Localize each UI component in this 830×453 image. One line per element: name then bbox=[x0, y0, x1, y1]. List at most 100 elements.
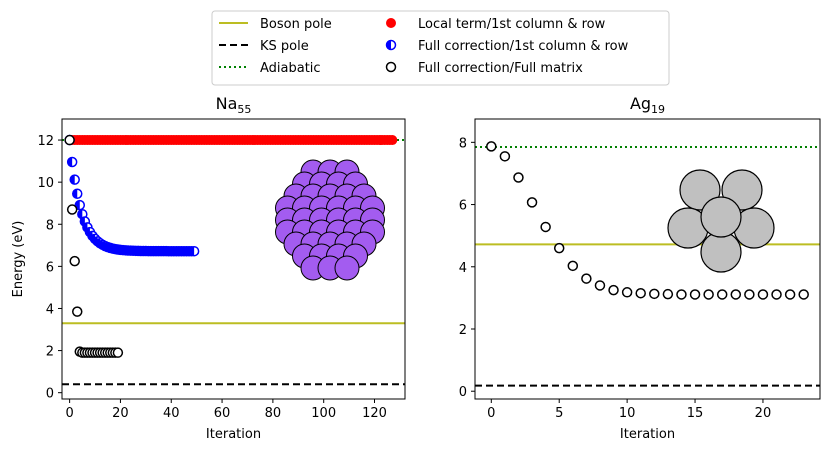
na55-point bbox=[69, 174, 80, 185]
ag19-point bbox=[798, 289, 809, 300]
na55-xtick-label: 120 bbox=[362, 406, 387, 421]
legend-marker-4 bbox=[385, 39, 397, 51]
ag19-point bbox=[757, 289, 769, 300]
na55-point bbox=[74, 199, 86, 211]
ag19-xtick-label: 20 bbox=[755, 406, 772, 421]
na55-xtick-label: 80 bbox=[265, 406, 282, 421]
na55-point-half bbox=[189, 246, 195, 256]
na55-axes-frame bbox=[61, 118, 406, 400]
ag19-point bbox=[771, 289, 782, 300]
ag19-ytick-label: 8 bbox=[459, 136, 467, 151]
ag19-series-0 bbox=[486, 141, 809, 300]
ag19-point bbox=[526, 197, 538, 208]
na55-ytick-label: 8 bbox=[46, 218, 54, 233]
ag19-point bbox=[662, 288, 674, 300]
na55-title: Na55 bbox=[216, 94, 252, 116]
na55-point bbox=[71, 306, 83, 317]
ag19-ytick-label: 4 bbox=[459, 261, 467, 276]
na55-xtick-label: 0 bbox=[65, 406, 73, 421]
ag19-point bbox=[621, 287, 633, 298]
na55-point-half bbox=[67, 157, 73, 167]
na55-point-half bbox=[70, 175, 75, 185]
ag19-point bbox=[784, 289, 796, 300]
ag19-point bbox=[730, 289, 742, 300]
na55-point bbox=[66, 156, 78, 168]
na55-series-2 bbox=[64, 134, 124, 358]
legend-label-4: Full correction/1st column & row bbox=[418, 39, 629, 54]
legend-frame bbox=[211, 10, 670, 86]
ag19-point bbox=[608, 284, 619, 296]
legend-marker-4-half bbox=[386, 40, 391, 50]
na55-panel: Na55 0 20 40 60 80 100 120 0 2 4 6 8 10 12 Iteration Ene… bbox=[11, 94, 406, 442]
ag19-panel: Ag19 0 5 10 15 20 0 2 4 6 8 Iteration bbox=[459, 94, 821, 442]
na55-ytick-label: 6 bbox=[46, 260, 54, 275]
na55-ytick-label: 0 bbox=[46, 387, 54, 402]
ag19-xtick-label: 5 bbox=[555, 406, 563, 421]
legend-marker-3 bbox=[386, 18, 396, 28]
na55-series-0 bbox=[64, 135, 398, 146]
ag19-point bbox=[513, 172, 524, 183]
na55-ylabel: Energy (eV) bbox=[11, 221, 26, 298]
ag19-point bbox=[594, 280, 606, 291]
ag-atom bbox=[700, 231, 742, 273]
legend-label-0: Boson pole bbox=[260, 17, 332, 32]
ag19-point bbox=[649, 288, 660, 300]
na55-xtick-label: 100 bbox=[311, 406, 336, 421]
na55-series-1 bbox=[64, 134, 200, 257]
ag19-ytick-label: 2 bbox=[459, 323, 467, 338]
ag19-title-main: Ag bbox=[630, 94, 651, 113]
ag19-point bbox=[703, 289, 714, 300]
na55-plot-area bbox=[62, 134, 405, 386]
na55-point bbox=[64, 134, 75, 146]
na55-point bbox=[69, 255, 80, 267]
ag19-point bbox=[567, 260, 579, 272]
ag19-title: Ag19 bbox=[630, 94, 665, 116]
na55-xlabel: Iteration bbox=[206, 427, 261, 442]
ag19-point bbox=[676, 289, 687, 300]
na55-point bbox=[112, 347, 124, 358]
ag19-ytick-label: 6 bbox=[459, 199, 467, 214]
ag-atom bbox=[700, 196, 742, 238]
ag19-point bbox=[689, 289, 701, 300]
na55-point bbox=[66, 204, 78, 215]
na55-xtick-label: 60 bbox=[214, 406, 231, 421]
na55-cluster-icon bbox=[275, 159, 385, 281]
ag19-title-sub: 19 bbox=[651, 103, 665, 116]
ag19-point bbox=[499, 151, 511, 162]
na55-title-main: Na bbox=[216, 94, 238, 113]
ag19-point bbox=[635, 287, 646, 299]
na55-point bbox=[188, 245, 200, 257]
ag19-axes-frame bbox=[474, 118, 821, 400]
ag19-cluster-icon bbox=[667, 169, 775, 273]
ag19-xlabel: Iteration bbox=[620, 427, 675, 442]
legend: Boson pole KS pole Adiabatic Local term/1st… bbox=[211, 10, 670, 86]
legend-label-1: KS pole bbox=[260, 39, 309, 54]
ag19-point bbox=[486, 141, 497, 152]
na55-ytick-label: 2 bbox=[46, 345, 54, 360]
ag19-plot-area bbox=[475, 141, 820, 387]
na55-point-half bbox=[77, 209, 83, 219]
na55-xtick-label: 20 bbox=[112, 406, 129, 421]
na55-ytick-label: 12 bbox=[37, 134, 54, 149]
na55-ytick-label: 4 bbox=[46, 302, 54, 317]
na55-point bbox=[387, 135, 398, 146]
ag19-point bbox=[716, 289, 728, 300]
ag19-point bbox=[540, 221, 551, 233]
legend-label-2: Adiabatic bbox=[260, 61, 321, 76]
na55-point bbox=[71, 188, 83, 200]
ag19-ytick-label: 0 bbox=[459, 385, 467, 400]
ag19-point bbox=[744, 289, 755, 300]
na55-xtick-label: 40 bbox=[163, 406, 180, 421]
na55-point-half bbox=[72, 189, 78, 199]
ag19-xtick-label: 10 bbox=[619, 406, 636, 421]
na-atom bbox=[334, 255, 360, 281]
ag19-xtick-label: 15 bbox=[687, 406, 704, 421]
na55-title-sub: 55 bbox=[237, 103, 251, 116]
ag19-point bbox=[581, 273, 592, 284]
na55-ytick-label: 10 bbox=[37, 176, 54, 191]
legend-label-5: Full correction/Full matrix bbox=[418, 61, 583, 76]
ag19-xtick-label: 0 bbox=[487, 406, 495, 421]
ag19-point bbox=[553, 242, 565, 254]
legend-marker-5 bbox=[385, 61, 397, 73]
